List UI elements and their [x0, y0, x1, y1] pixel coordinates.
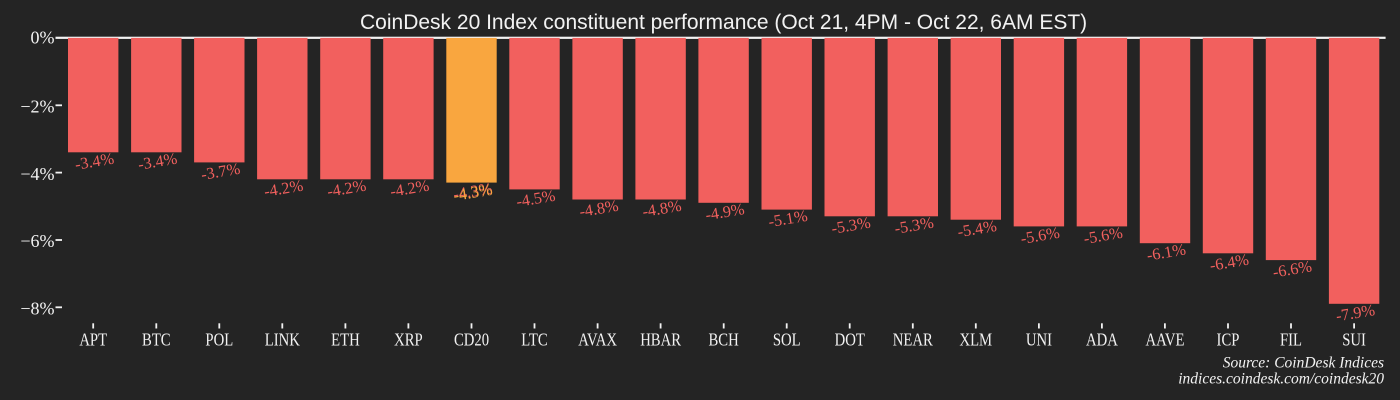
svg-text:BCH: BCH [708, 332, 739, 350]
svg-text:−8%: −8% [20, 299, 54, 319]
svg-text:−6%: −6% [20, 231, 54, 251]
svg-text:ADA: ADA [1086, 332, 1118, 350]
svg-text:XRP: XRP [394, 332, 423, 350]
svg-text:ETH: ETH [331, 332, 360, 350]
svg-text:−4%: −4% [20, 164, 54, 184]
svg-text:AAVE: AAVE [1146, 332, 1185, 350]
svg-text:APT: APT [79, 332, 107, 350]
svg-text:SUI: SUI [1342, 332, 1366, 350]
svg-text:CoinDesk 20 Index constituent: CoinDesk 20 Index constituent performanc… [360, 11, 1087, 34]
svg-text:CD20: CD20 [454, 332, 489, 350]
svg-text:ICP: ICP [1217, 332, 1240, 350]
svg-text:NEAR: NEAR [893, 332, 933, 350]
svg-text:POL: POL [205, 332, 233, 350]
svg-text:BTC: BTC [142, 332, 171, 350]
svg-text:FIL: FIL [1280, 332, 1302, 350]
svg-text:DOT: DOT [835, 332, 865, 350]
svg-text:LINK: LINK [265, 332, 300, 350]
svg-text:UNI: UNI [1026, 332, 1052, 350]
svg-text:Source: CoinDesk Indices: Source: CoinDesk Indices [1223, 355, 1384, 372]
svg-text:indices.coindesk.com/coindesk2: indices.coindesk.com/coindesk20 [1178, 371, 1384, 388]
svg-text:SOL: SOL [773, 332, 801, 350]
svg-text:AVAX: AVAX [578, 332, 617, 350]
svg-text:XLM: XLM [959, 332, 992, 350]
svg-text:0%: 0% [31, 28, 55, 48]
svg-text:LTC: LTC [521, 332, 547, 350]
svg-text:HBAR: HBAR [640, 332, 681, 350]
svg-text:−2%: −2% [20, 97, 54, 117]
